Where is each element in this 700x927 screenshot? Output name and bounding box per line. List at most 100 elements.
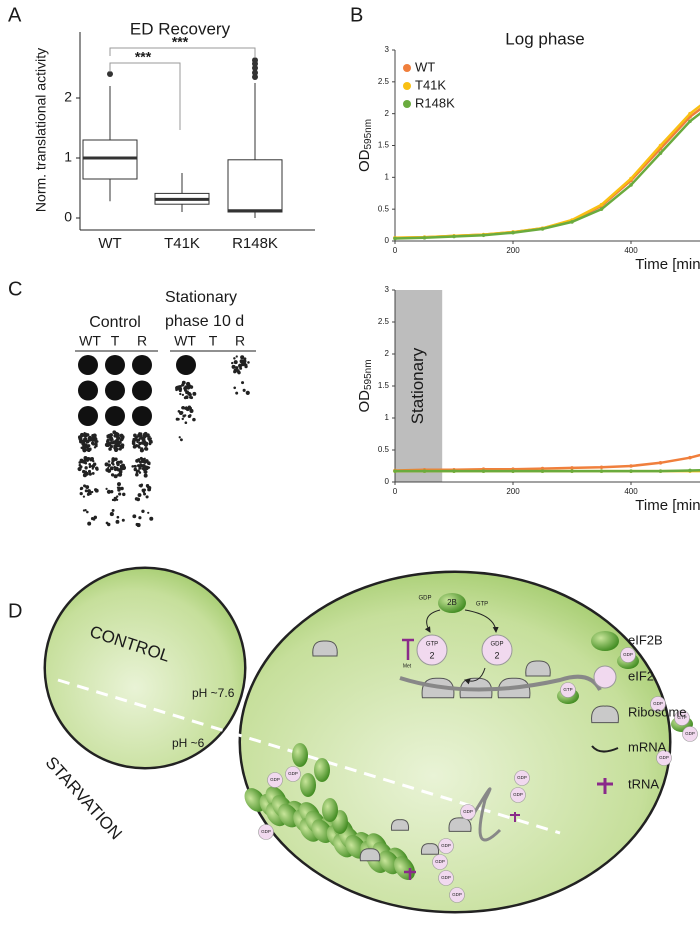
- data-point: [570, 466, 574, 470]
- colony: [121, 518, 125, 522]
- colony: [138, 467, 142, 470]
- colony: [115, 519, 120, 524]
- legend-label: Ribosome: [628, 704, 687, 719]
- colony: [79, 492, 83, 496]
- eif2: [510, 787, 526, 803]
- colony: [89, 437, 94, 442]
- colony-spot: [132, 380, 152, 401]
- outlier: [252, 57, 258, 64]
- y-tick-label: 2.5: [378, 77, 390, 86]
- cell: [46, 569, 244, 767]
- colony: [85, 485, 90, 489]
- mrna: [468, 787, 502, 842]
- legend-label: mRNA: [628, 739, 667, 754]
- colony: [233, 357, 236, 360]
- colony: [116, 443, 121, 448]
- colony: [143, 442, 147, 446]
- data-point: [570, 220, 574, 224]
- cycle-label: GDP: [418, 596, 431, 602]
- colony: [108, 447, 112, 451]
- y-tick-label: 1: [385, 413, 390, 422]
- eif2b-cluster: [300, 773, 316, 797]
- data-point: [481, 469, 486, 473]
- colony: [86, 492, 90, 496]
- colony: [88, 472, 92, 476]
- colony: [150, 440, 153, 444]
- trna: [404, 868, 416, 880]
- eif2: [438, 838, 454, 854]
- colony: [122, 465, 127, 470]
- colony: [91, 467, 94, 470]
- colony: [175, 388, 178, 392]
- legend-label: eIF2: [628, 668, 654, 683]
- colony: [116, 439, 120, 443]
- colony: [179, 410, 184, 415]
- ribosome: [591, 705, 619, 724]
- y-axis-label: OD595nm: [356, 359, 374, 412]
- outlier: [252, 69, 258, 76]
- colony: [105, 468, 110, 472]
- colony: [95, 467, 99, 471]
- factor-label: GDP: [441, 843, 451, 848]
- outlier: [107, 71, 113, 77]
- colony: [83, 484, 87, 488]
- colony: [117, 460, 121, 464]
- y-axis-label-sub: 595nm: [363, 119, 374, 150]
- y-tick-label: 2.5: [378, 317, 390, 326]
- colony: [82, 442, 86, 446]
- colony: [235, 391, 239, 395]
- colony: [138, 432, 141, 435]
- colony: [147, 466, 151, 469]
- data-point: [688, 455, 692, 460]
- colony: [81, 460, 84, 463]
- colony: [137, 445, 140, 448]
- colony: [105, 487, 108, 491]
- factor-label: GDP: [623, 652, 633, 657]
- colony: [116, 515, 120, 519]
- shade-label: Stationary: [408, 347, 427, 424]
- colony: [235, 355, 238, 358]
- colony: [145, 434, 149, 438]
- colony: [79, 437, 83, 440]
- colony: [140, 447, 144, 451]
- colony: [141, 467, 144, 470]
- colony: [145, 495, 149, 499]
- ribosome: [448, 817, 472, 832]
- colony: [138, 484, 142, 487]
- strain-label: R: [235, 333, 245, 349]
- x-tick-label: 200: [506, 246, 520, 255]
- colony: [141, 438, 145, 442]
- colony: [106, 522, 111, 527]
- colony: [116, 437, 120, 441]
- cycle-label: GTP: [476, 602, 488, 608]
- bracket: [109, 47, 256, 58]
- colony: [94, 437, 98, 441]
- y-axis-label: OD595nm: [356, 119, 374, 172]
- colony: [182, 380, 185, 384]
- colony: [190, 396, 194, 400]
- colony: [185, 406, 188, 409]
- x-tick-label: R148K: [232, 235, 278, 252]
- content: A B C D 0 1 2 ED Recovery Norm. translational ac…: [8, 4, 700, 914]
- column-title: Stationary: [165, 289, 237, 306]
- colony: [84, 489, 88, 493]
- colony: [87, 444, 91, 448]
- factor-label: GDP: [463, 809, 473, 814]
- panel-label: A: [8, 4, 22, 26]
- outlier: [252, 74, 258, 80]
- eif2: [258, 824, 274, 840]
- colony: [116, 486, 120, 489]
- y-tick-label: 2: [385, 109, 390, 118]
- colony-spot: [132, 355, 152, 375]
- colony: [141, 509, 145, 513]
- panel-label: C: [8, 278, 22, 300]
- y-tick-label: 1.5: [378, 381, 390, 390]
- cycle-label: GDP: [490, 642, 503, 648]
- colony: [85, 434, 89, 437]
- factor-label: GDP: [685, 731, 695, 736]
- eif2: [285, 766, 301, 782]
- y-tick-label: 0: [64, 209, 72, 225]
- data-point: [511, 230, 515, 235]
- colony-spot: [78, 355, 98, 375]
- eif2: [416, 634, 448, 666]
